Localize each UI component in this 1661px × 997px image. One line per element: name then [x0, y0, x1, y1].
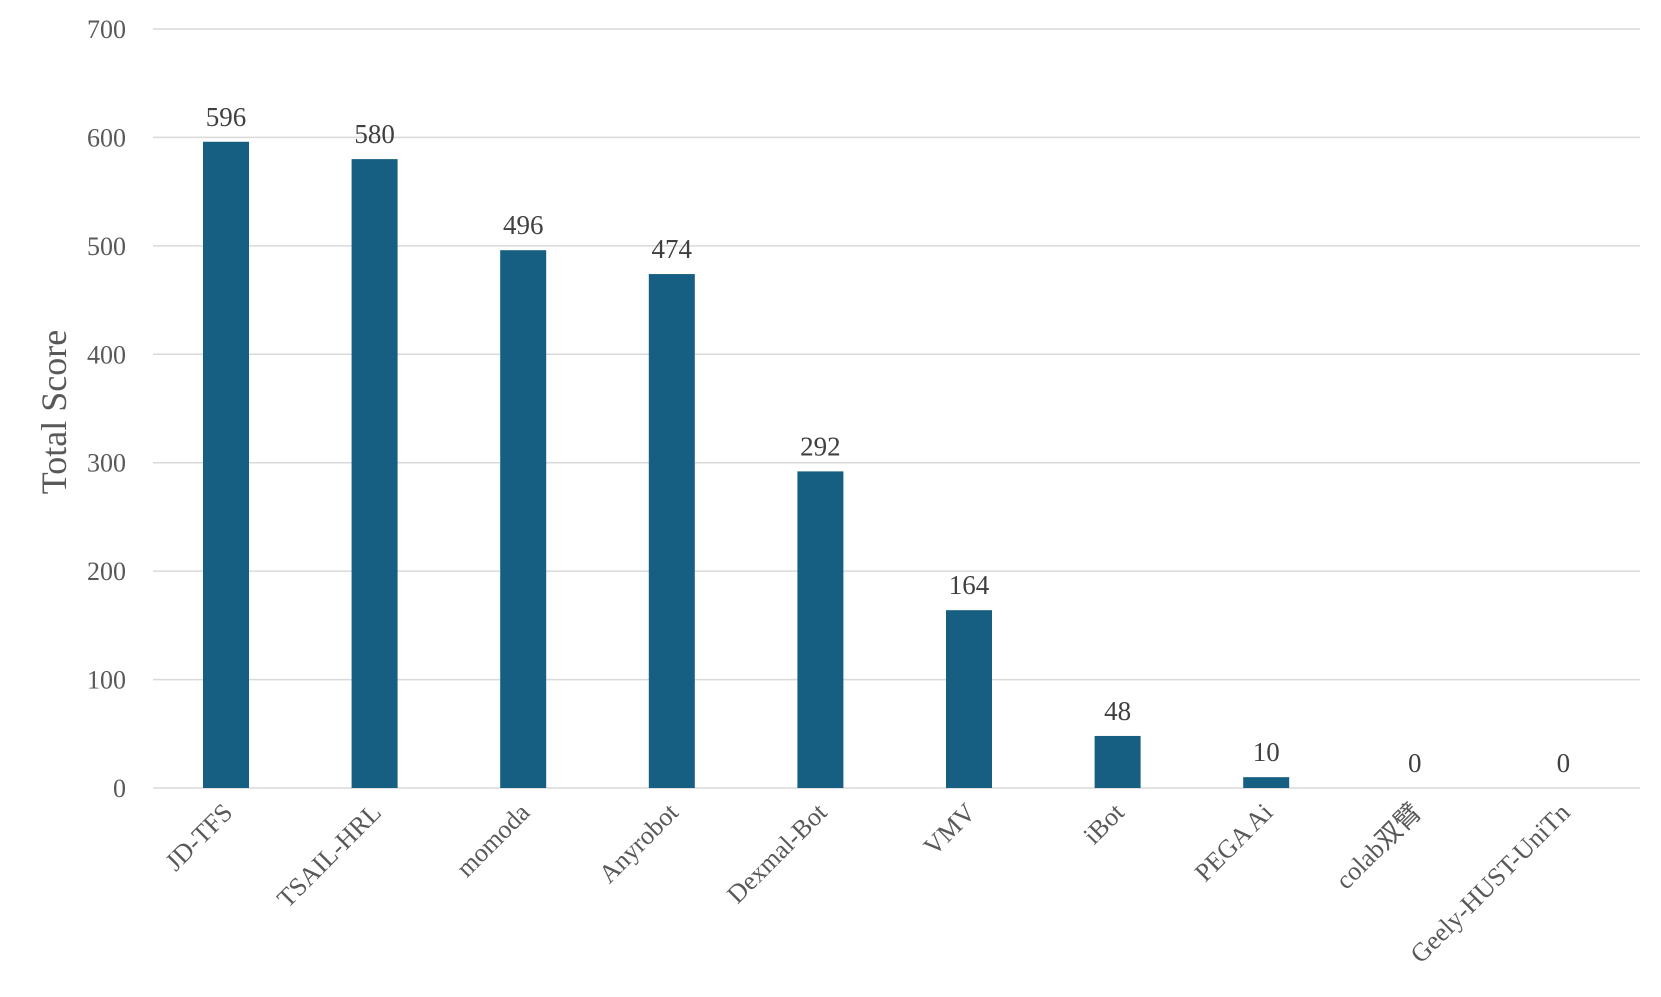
x-tick-label-3: Anyrobot	[593, 797, 685, 889]
x-axis-ticks: JD-TFS TSAIL-HRL momoda Anyrobot Dexmal-Bot V…	[159, 797, 1575, 969]
bar-6	[1094, 735, 1141, 788]
x-tick-label-1: TSAIL-HRL	[271, 798, 386, 913]
bar-2	[500, 250, 547, 789]
data-label-7: 10	[1253, 737, 1280, 767]
y-tick-label-200: 200	[87, 557, 126, 586]
x-tick-label-8: colab双臂	[1330, 798, 1427, 895]
x-tick-label-4: Dexmal-Bot	[721, 797, 833, 909]
x-tick-label-6: iBot	[1078, 797, 1131, 850]
data-label-6: 48	[1104, 696, 1131, 726]
data-label-0: 596	[206, 102, 247, 132]
data-label-1: 580	[354, 119, 395, 149]
data-labels: 596 580 496 474 292 164 48 10 0 0	[206, 102, 1570, 778]
bar-3	[648, 274, 695, 788]
bar-5	[946, 610, 992, 788]
bar-0	[203, 141, 249, 788]
y-tick-label-400: 400	[87, 340, 126, 369]
x-tick-label-5: VMV	[918, 798, 982, 862]
data-label-3: 474	[652, 234, 693, 264]
x-tick-label-0: JD-TFS	[159, 798, 238, 877]
y-tick-label-500: 500	[87, 232, 126, 261]
x-tick-label-2: momoda	[451, 797, 536, 882]
bar-4	[797, 471, 844, 788]
bar-7	[1243, 777, 1290, 788]
y-tick-label-0: 0	[113, 774, 126, 803]
y-axis-ticks: 0 100 200 300 400 500 600 700	[87, 15, 126, 803]
y-tick-label-100: 100	[87, 666, 126, 695]
x-tick-label-9: Geely-HUST-UniTn	[1405, 798, 1576, 969]
data-label-8: 0	[1408, 748, 1422, 778]
y-tick-label-600: 600	[87, 123, 126, 152]
y-tick-label-300: 300	[87, 449, 126, 478]
y-tick-label-700: 700	[87, 15, 126, 44]
data-label-5: 164	[949, 570, 990, 600]
x-tick-label-7: PEGA Ai	[1189, 798, 1278, 887]
bars	[203, 141, 1290, 789]
data-label-4: 292	[800, 431, 841, 461]
bar-1	[351, 159, 398, 789]
data-label-9: 0	[1557, 748, 1571, 778]
grid	[153, 28, 1640, 789]
data-label-2: 496	[503, 210, 544, 240]
y-axis-label: Total Score	[34, 330, 74, 494]
